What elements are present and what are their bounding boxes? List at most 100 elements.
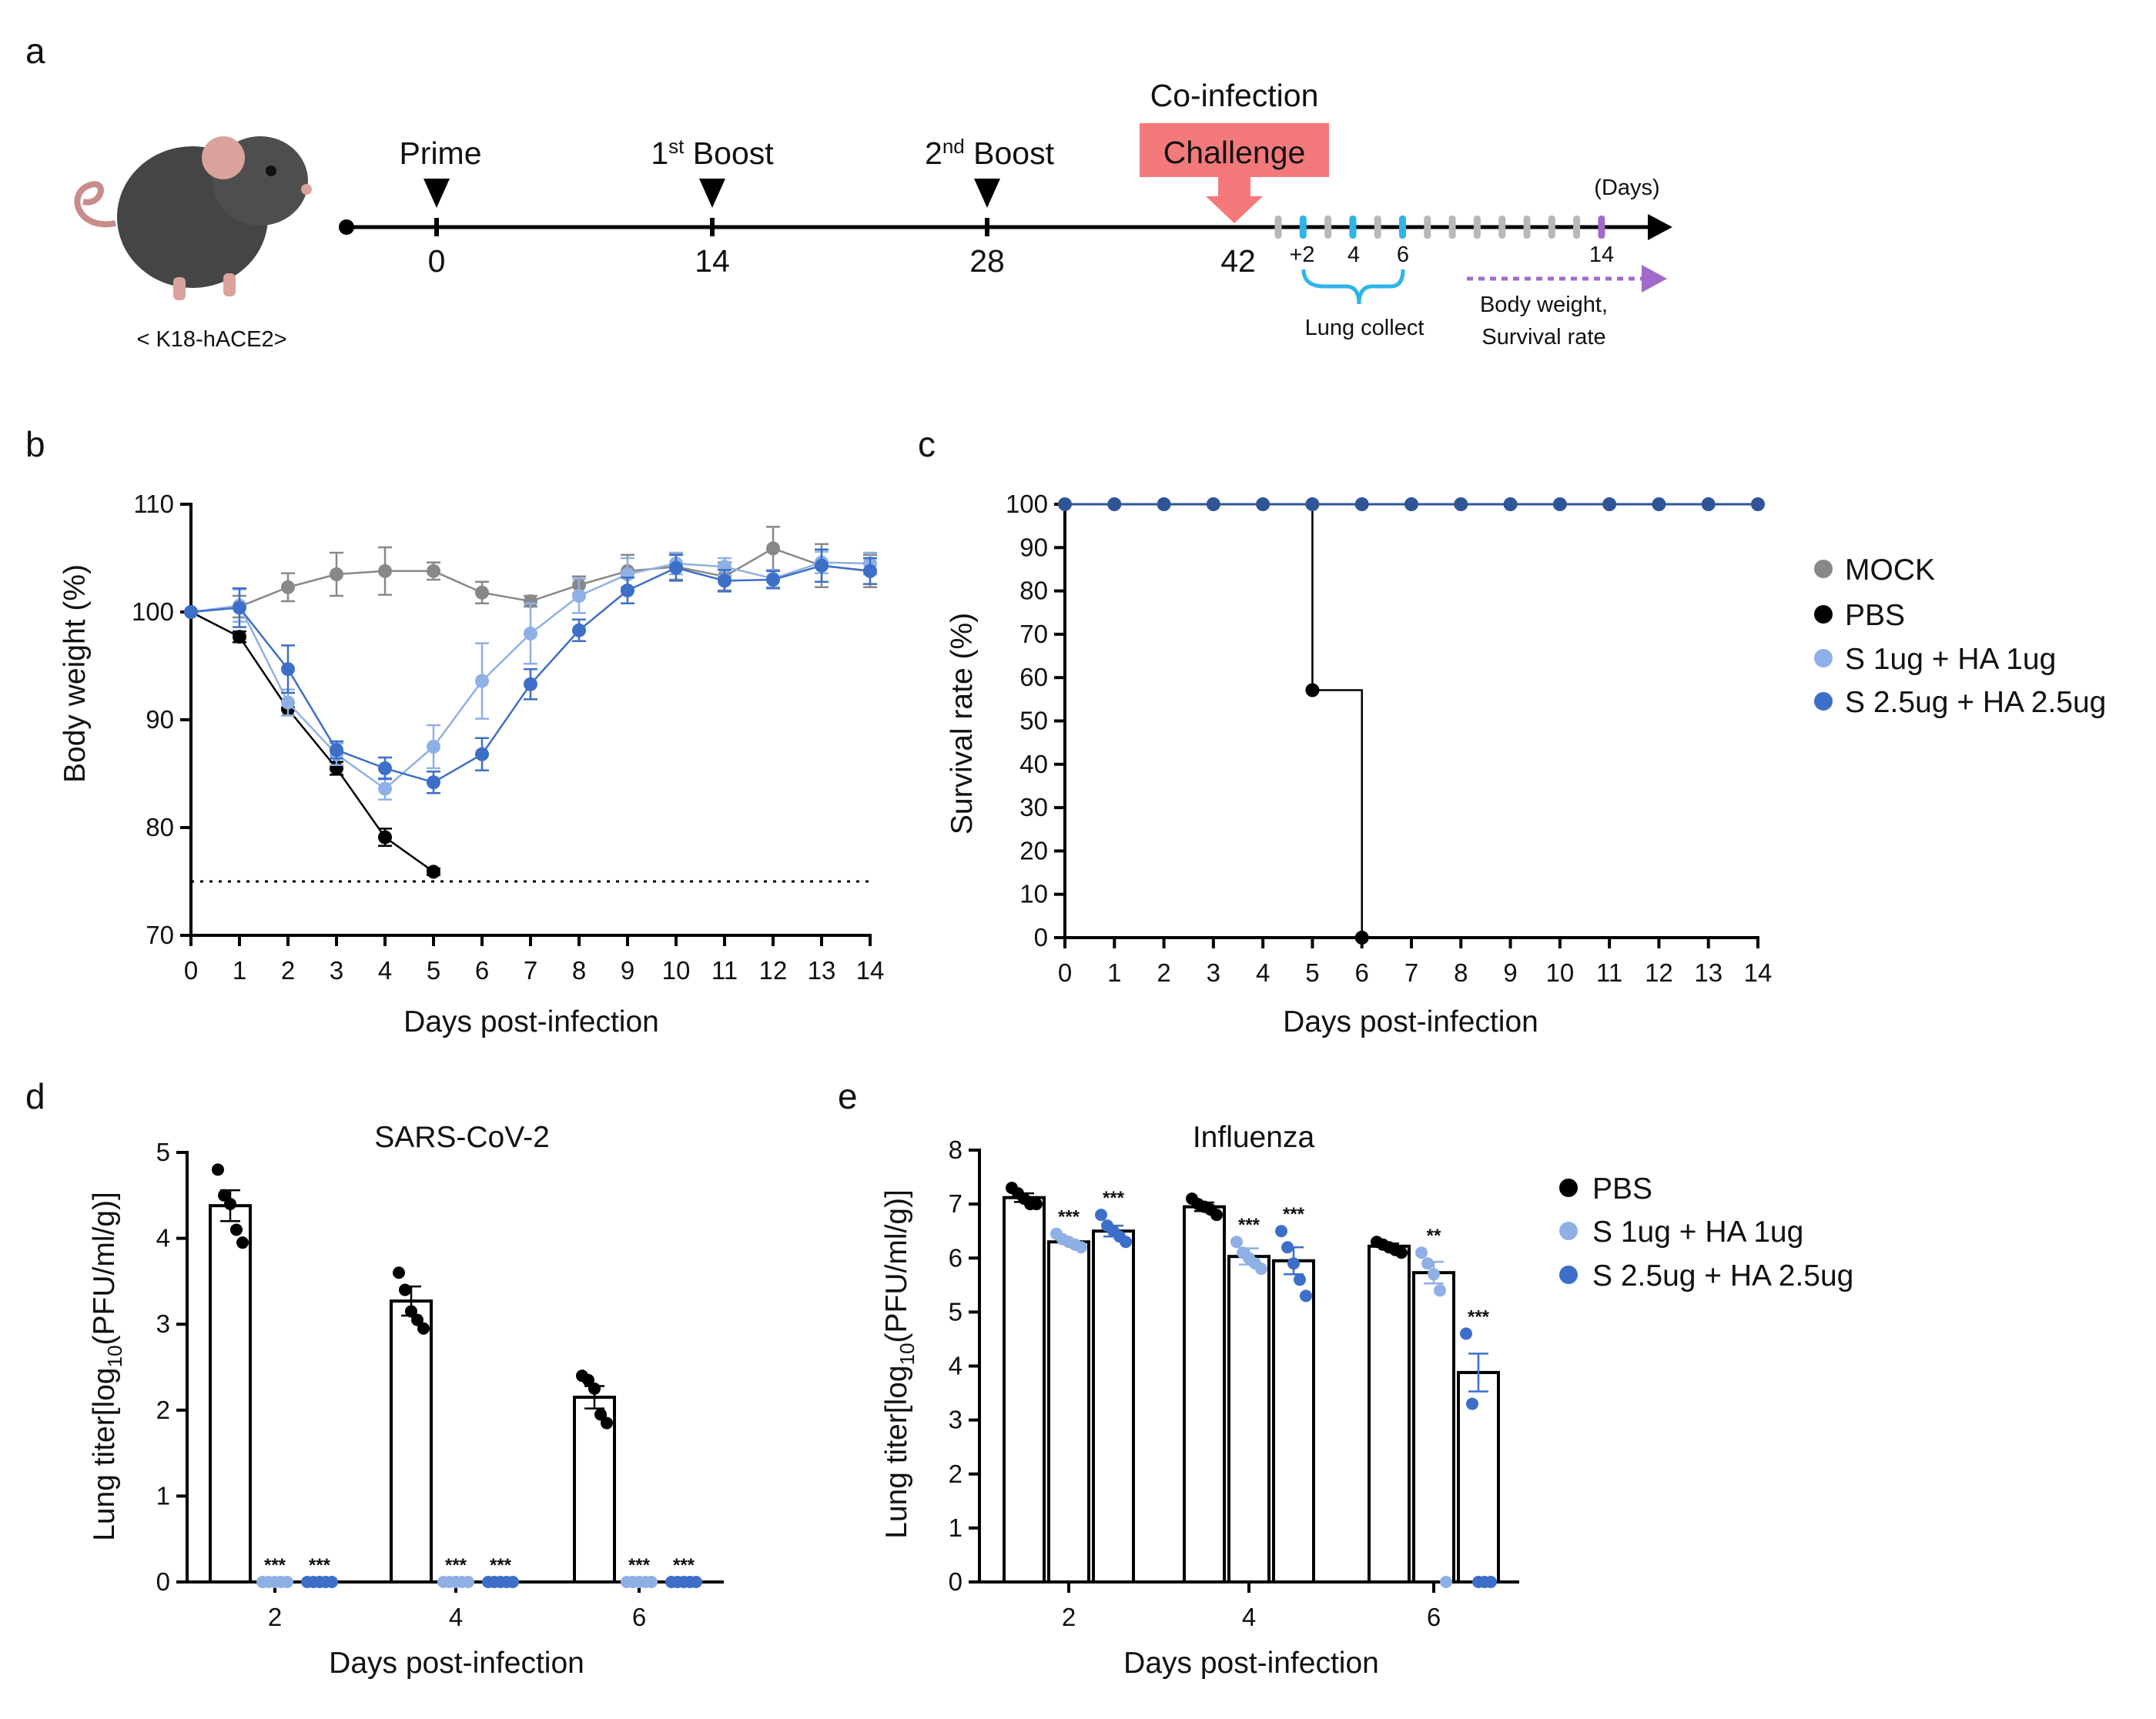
b-y-axis-label: Body weight (%) [59, 564, 92, 783]
c-pbs-point [1305, 683, 1320, 697]
legend-marker-pbs [1559, 1179, 1578, 1197]
timeline-start-dot [339, 219, 354, 235]
b-data-point [572, 589, 586, 603]
c-data-point [1751, 497, 1765, 511]
c-x-tick-label: 1 [1107, 958, 1121, 987]
timeline: Prime 1st Boost 2nd Boost 0 14 28 42 Co-… [339, 78, 1672, 349]
d-data-point [462, 1576, 474, 1588]
c-x-tick-label: 7 [1404, 958, 1418, 987]
b-y-tick-label: 70 [146, 921, 174, 949]
legend-label-s1: S 1ug + HA 1ug [1592, 1216, 1803, 1249]
legend-e: PBS S 1ug + HA 1ug S 2.5ug + HA 2.5ug [1559, 1172, 1853, 1293]
b-y-tick-label: 100 [132, 597, 174, 626]
e-x-tick-label: 6 [1427, 1603, 1441, 1631]
post-day-tick-5 [1374, 216, 1381, 239]
e-bar [1457, 1370, 1500, 1584]
c-data-point [1701, 497, 1716, 511]
c-y-tick-label: 10 [1019, 880, 1048, 908]
e-x-tick-label: 2 [1062, 1603, 1076, 1631]
e-bar [1183, 1205, 1226, 1584]
e-y-tick-label: 8 [949, 1135, 962, 1164]
e-bar [1003, 1196, 1046, 1584]
d-y-axis-label: Lung titer[log10(PFU/ml/g)] [88, 1192, 126, 1541]
e-data-point [1255, 1262, 1267, 1276]
panel-label-e: e [838, 1076, 858, 1116]
e-data-point [1230, 1236, 1243, 1249]
d-data-point [393, 1266, 405, 1279]
b-y-tick-label: 80 [146, 813, 174, 841]
mouse-tail [74, 181, 116, 228]
mouse-foot [173, 277, 186, 300]
c-x-tick-label: 0 [1058, 958, 1072, 987]
e-data-point [1287, 1257, 1300, 1270]
mouse-foot [223, 273, 236, 296]
c-data-point [1256, 497, 1270, 511]
d-data-point [690, 1576, 702, 1588]
c-pbs-step-line [1065, 503, 1363, 938]
d-data-point [326, 1576, 338, 1588]
d-significance: *** [673, 1555, 695, 1576]
body-weight-label: Body weight, [1480, 293, 1608, 317]
d-data-point [224, 1197, 236, 1210]
challenge-label: Challenge [1163, 135, 1306, 170]
day-42: 42 [1220, 243, 1256, 279]
d-significance: *** [309, 1555, 331, 1576]
legend-marker-s1 [1814, 649, 1833, 667]
b-data-point [475, 585, 489, 600]
lung-collect-brace [1301, 269, 1405, 305]
prime-arrow [424, 179, 450, 208]
c-data-point [1354, 497, 1369, 511]
c-y-tick-label: 80 [1019, 577, 1048, 605]
d-bar [209, 1204, 252, 1584]
e-data-point [1460, 1327, 1472, 1340]
e-data-point [1428, 1268, 1440, 1281]
d-y-tick-label: 0 [156, 1567, 170, 1596]
mouse-ear [202, 136, 245, 179]
b-data-point [524, 627, 537, 640]
post-day-tick-3 [1324, 216, 1332, 239]
c-data-point [1058, 497, 1072, 511]
d-x-axis-label: Days post-infection [329, 1647, 584, 1680]
c-x-tick-label: 2 [1157, 958, 1170, 987]
legend-marker-s1 [1559, 1222, 1578, 1240]
d-significance: *** [490, 1555, 512, 1576]
e-data-point [1095, 1209, 1107, 1222]
c-y-tick-label: 20 [1019, 836, 1048, 865]
b-data-point [669, 560, 683, 575]
c-x-tick-label: 4 [1256, 958, 1270, 987]
c-x-axis-label: Days post-infection [1283, 1005, 1538, 1038]
d-data-point [399, 1283, 411, 1296]
c-data-point [1157, 497, 1171, 511]
legend-label-s1: S 1ug + HA 1ug [1845, 643, 2056, 676]
e-data-point [1466, 1397, 1478, 1410]
mouse-illustration [74, 136, 312, 300]
e-y-tick-label: 4 [949, 1352, 962, 1380]
b-data-point [475, 747, 489, 761]
d-significance: *** [264, 1555, 286, 1576]
c-data-point [1206, 497, 1220, 511]
d-y-tick-label: 4 [156, 1224, 170, 1252]
b-x-tick-label: 9 [621, 956, 634, 985]
b-x-tick-label: 1 [233, 956, 246, 985]
b-data-point [863, 564, 877, 578]
boost1-arrow [699, 179, 725, 208]
e-data-point [1281, 1241, 1294, 1254]
b-data-point [378, 830, 392, 844]
post-day-tick-13 [1573, 216, 1581, 239]
b-series-line [190, 610, 434, 873]
d-y-tick-label: 2 [156, 1396, 170, 1424]
d-data-point [236, 1236, 249, 1249]
e-y-tick-label: 1 [949, 1513, 962, 1542]
c-data-point [1652, 497, 1666, 511]
b-y-tick-label: 110 [133, 490, 174, 518]
panel-label-b: b [25, 424, 45, 464]
b-data-point [330, 743, 343, 757]
b-data-point [524, 594, 537, 608]
c-data-point [1503, 497, 1518, 511]
e-data-point [1210, 1209, 1223, 1222]
e-bar [1092, 1229, 1135, 1584]
b-data-point [524, 677, 537, 691]
b-x-tick-label: 4 [378, 956, 392, 985]
